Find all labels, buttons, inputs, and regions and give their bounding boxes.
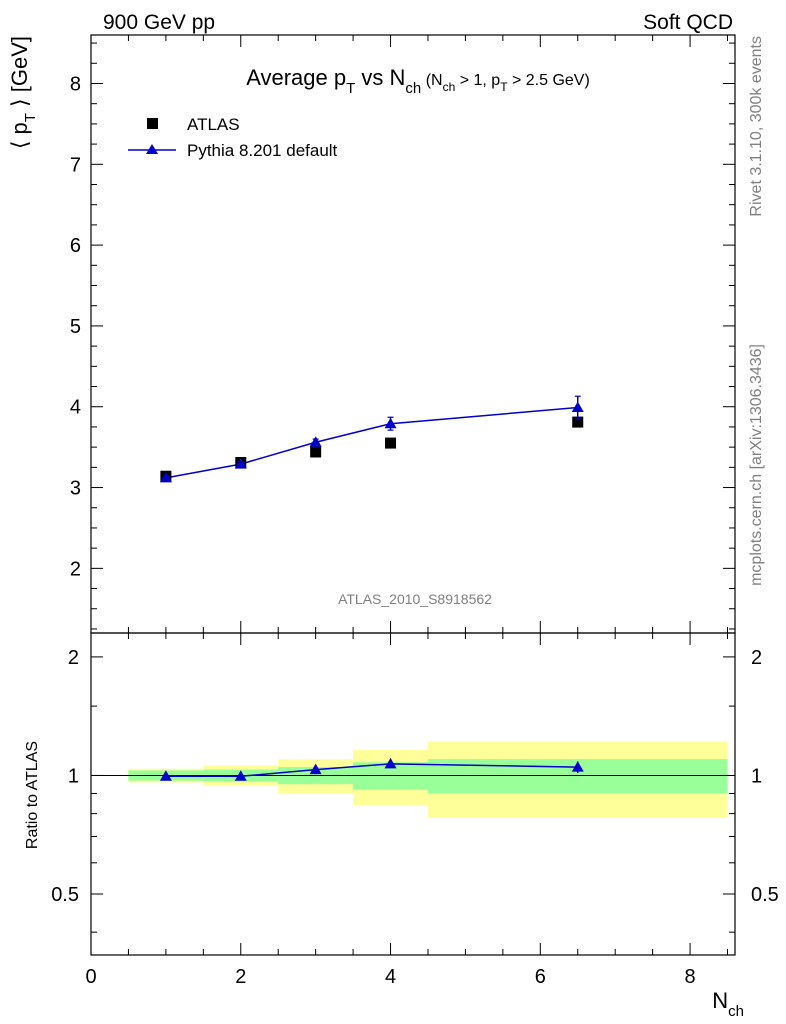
- side-text-mcplots: mcplots.cern.ch [arXiv:1306.3436]: [748, 344, 765, 586]
- pythia-point: [159, 471, 172, 483]
- pythia-ratio-point: [234, 770, 247, 781]
- ratio-tick-label-right: 2: [751, 647, 762, 669]
- ratio-tick-label-left: 0.5: [51, 884, 79, 906]
- pythia-point: [234, 458, 247, 469]
- y-axis-label: ⟨ pT ⟩ [GeV]: [7, 36, 39, 149]
- x-tick-label: 6: [535, 966, 546, 988]
- pythia-ratio-point: [309, 763, 322, 775]
- header-left: 900 GeV pp: [103, 11, 215, 34]
- ratio-panel-frame: [90, 632, 736, 956]
- side-text-rivet: Rivet 3.1.10, 300k events: [748, 36, 765, 217]
- chart-title: Average pT vs Nch (Nch > 1, pT > 2.5 GeV…: [246, 65, 590, 97]
- legend-label-atlas: ATLAS: [187, 115, 240, 134]
- y-tick-label: 4: [70, 397, 81, 419]
- ratio-bands: [128, 741, 728, 818]
- y-tick-label: 2: [70, 558, 81, 580]
- pythia-ratio-point: [384, 757, 397, 769]
- pythia-point: [384, 417, 397, 429]
- y-tick-label: 3: [70, 478, 81, 500]
- y-tick-label: 7: [70, 154, 81, 176]
- x-tick-label: 8: [685, 966, 696, 988]
- ratio-tick-label-left: 2: [68, 647, 79, 669]
- pythia-ratio-point: [159, 770, 172, 781]
- tick-labels: 0 2 4 6 8 2 3 4 5 6 7 8 0.5 0.5 1 1 2 2: [51, 73, 779, 988]
- atlas-point: [385, 437, 397, 449]
- legend: ATLAS Pythia 8.201 default: [128, 115, 338, 160]
- x-tick-label: 0: [85, 966, 96, 988]
- y-tick-label: 8: [70, 73, 81, 95]
- ratio-y-axis-label: Ratio to ATLAS: [24, 741, 41, 849]
- ratio-tick-label-right: 0.5: [751, 884, 779, 906]
- plot-frames: [90, 34, 736, 956]
- legend-marker-atlas: [147, 118, 158, 129]
- atlas-point: [572, 416, 584, 428]
- legend-marker-pythia: [146, 144, 158, 154]
- series-layer: [91, 395, 735, 781]
- y-tick-label: 5: [70, 316, 81, 338]
- x-axis-label: Nch: [712, 988, 744, 1020]
- pythia-line: [165, 406, 578, 479]
- x-tick-label: 2: [235, 966, 246, 988]
- pythia-point: [571, 401, 584, 413]
- pythia-ratio-point: [571, 761, 584, 772]
- y-tick-label: 6: [70, 235, 81, 257]
- legend-label-pythia: Pythia 8.201 default: [187, 141, 338, 160]
- ratio-tick-label-right: 1: [751, 765, 762, 787]
- analysis-watermark: ATLAS_2010_S8918562: [338, 591, 492, 607]
- pythia-point: [309, 436, 322, 447]
- x-tick-label: 4: [385, 966, 396, 988]
- ratio-tick-label-left: 1: [68, 765, 79, 787]
- atlas-point: [310, 446, 322, 458]
- header-right: Soft QCD: [643, 11, 733, 34]
